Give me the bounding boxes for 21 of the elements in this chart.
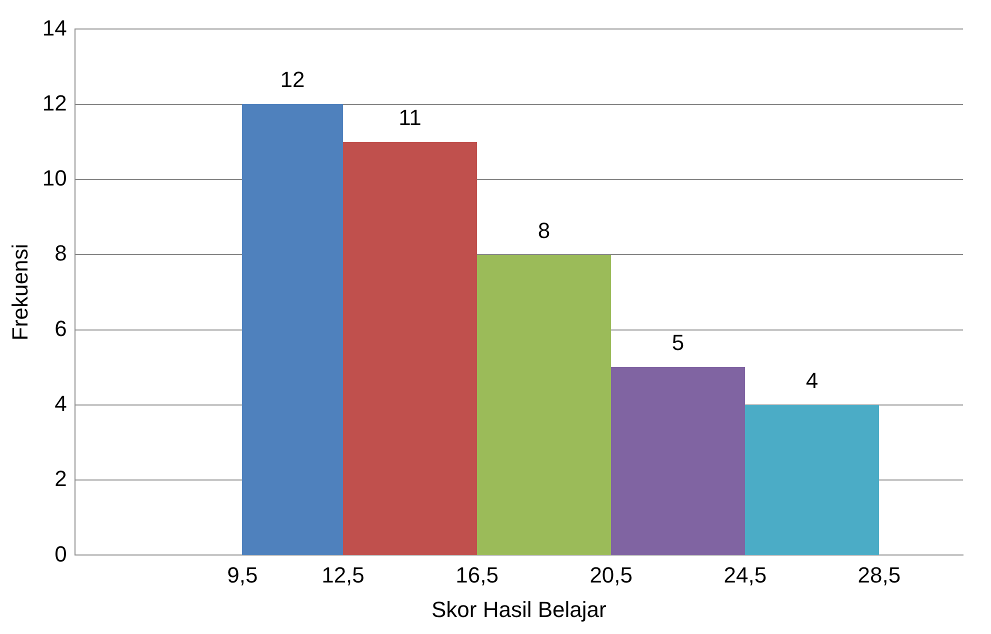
x-tick-label: 20,5 — [590, 562, 633, 588]
x-tick-label: 16,5 — [456, 562, 498, 588]
x-tick-label: 28,5 — [858, 562, 901, 588]
y-tick-label: 4 — [54, 390, 67, 416]
y-tick-label: 12 — [42, 90, 67, 116]
data-label: 12 — [280, 67, 305, 92]
y-tick-label: 2 — [54, 466, 67, 492]
y-tick-label: 14 — [42, 15, 67, 40]
data-label: 11 — [398, 105, 422, 130]
y-tick-label: 8 — [54, 240, 67, 266]
data-label: 4 — [806, 368, 818, 394]
y-tick-label: 10 — [42, 166, 67, 191]
y-tick-label: 0 — [54, 541, 67, 566]
x-axis-title: Skor Hasil Belajar — [432, 596, 606, 622]
data-label: 8 — [538, 218, 550, 244]
x-tick-label: 12,5 — [322, 562, 364, 588]
x-tick-label: 24,5 — [724, 562, 767, 588]
data-label: 5 — [672, 330, 684, 356]
x-tick-label: 9,5 — [227, 562, 258, 588]
y-tick-label: 6 — [54, 316, 67, 341]
y-axis-title: Frekuensi — [7, 244, 32, 340]
